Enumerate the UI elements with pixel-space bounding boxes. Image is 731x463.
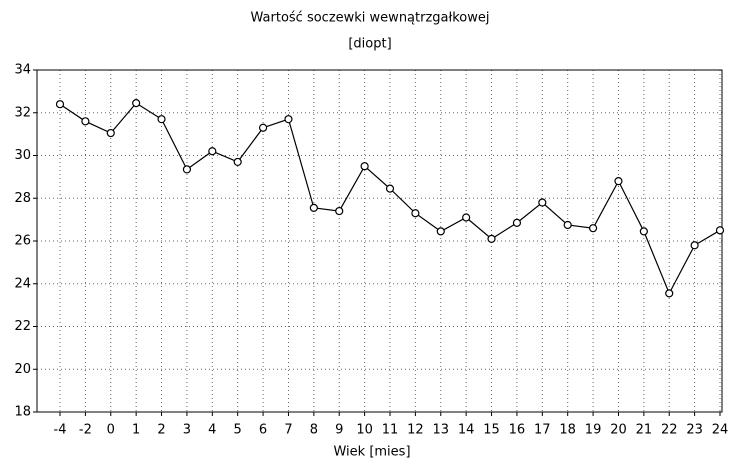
data-point	[284, 115, 293, 124]
x-tick-label: 3	[183, 423, 191, 438]
x-tick-label: 0	[107, 423, 115, 438]
data-point	[512, 218, 522, 227]
data-point	[639, 227, 648, 236]
data-point	[538, 198, 547, 207]
y-tick-label: 34	[14, 63, 31, 78]
x-tick-label: 6	[259, 423, 267, 438]
data-point	[690, 241, 699, 250]
x-tick-label: 5	[234, 423, 242, 438]
x-tick-label: 8	[310, 423, 318, 438]
data-point	[258, 123, 268, 132]
x-tick-label: -2	[79, 423, 92, 438]
x-tick-label: 20	[610, 423, 627, 438]
x-tick-label: 15	[483, 423, 500, 438]
x-tick-label: 21	[636, 423, 653, 438]
data-point	[81, 117, 90, 126]
x-tick-label: 4	[208, 423, 216, 438]
x-tick-label: 12	[407, 423, 424, 438]
data-point	[157, 115, 166, 124]
data-point	[715, 226, 725, 235]
data-point	[233, 157, 242, 167]
x-tick-label: -4	[54, 423, 67, 438]
data-point	[385, 184, 395, 193]
x-tick-label: 1	[132, 423, 140, 438]
plot-frame	[36, 69, 723, 413]
data-point	[614, 177, 623, 186]
data-point	[309, 203, 318, 212]
y-tick-label: 30	[14, 148, 31, 163]
y-tick-label: 32	[14, 105, 31, 120]
x-tick-label: 18	[559, 423, 576, 438]
data-point	[411, 209, 420, 218]
x-tick-label: 23	[686, 423, 703, 438]
data-point	[462, 213, 471, 222]
x-tick-label: 13	[432, 423, 449, 438]
data-point	[55, 100, 65, 109]
x-tick-label: 10	[356, 423, 373, 438]
data-point	[335, 206, 344, 216]
x-tick-label: 16	[509, 423, 526, 438]
y-tick-label: 18	[14, 405, 31, 420]
x-tick-label: 24	[712, 423, 729, 438]
data-point	[436, 227, 445, 236]
x-tick-label: 17	[534, 423, 551, 438]
data-point	[588, 224, 598, 233]
y-tick-label: 22	[14, 319, 31, 334]
x-tick-label: 9	[335, 423, 343, 438]
data-point	[208, 147, 217, 156]
data-point	[665, 289, 674, 298]
data-point	[132, 99, 141, 108]
y-tick-label: 24	[14, 276, 31, 291]
data-point	[563, 220, 572, 230]
chart-title: Wartość soczewki wewnątrzgałkowej	[251, 11, 490, 26]
x-tick-label: 19	[585, 423, 602, 438]
x-tick-label: 11	[382, 423, 399, 438]
x-axis-label: Wiek [mies]	[333, 445, 410, 460]
data-point	[487, 234, 496, 243]
x-tick-label: 22	[661, 423, 678, 438]
chart-subtitle: [diopt]	[348, 37, 391, 52]
data-point	[106, 128, 115, 138]
y-tick-label: 28	[14, 191, 31, 206]
data-point	[182, 165, 192, 174]
x-tick-label: 14	[458, 423, 475, 438]
x-tick-label: 2	[157, 423, 165, 438]
data-point	[360, 162, 369, 171]
y-tick-label: 20	[14, 362, 31, 377]
x-tick-label: 7	[284, 423, 292, 438]
y-tick-label: 26	[14, 234, 31, 249]
